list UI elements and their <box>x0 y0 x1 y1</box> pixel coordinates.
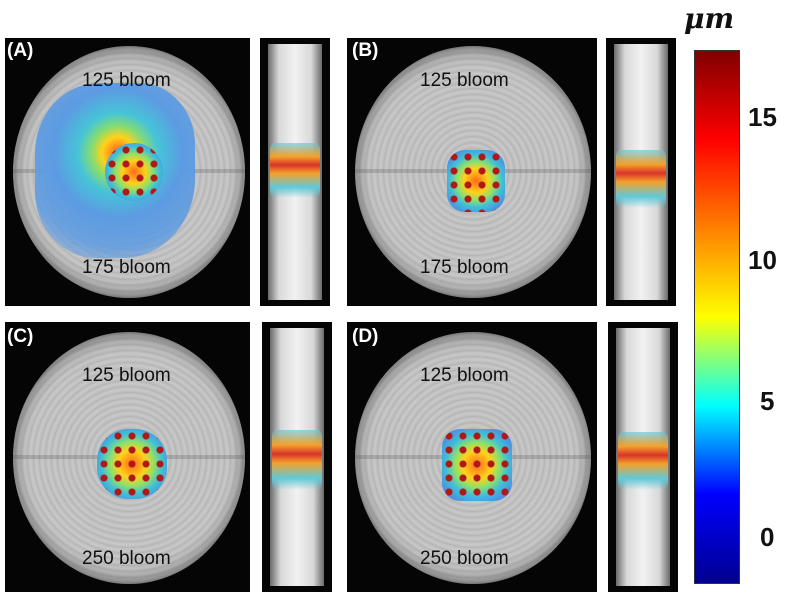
colorbar-tick-15: 15 <box>748 102 777 132</box>
side-displacement-map <box>616 150 666 208</box>
side-displacement-map <box>270 143 320 198</box>
colorbar-tick-5: 5 <box>760 386 775 416</box>
panel-d-axial <box>347 322 597 592</box>
panel-a-side-view <box>260 38 330 306</box>
panel-b-tag: (B) <box>352 40 379 61</box>
panel-c-axial <box>5 322 250 592</box>
colorbar-unit: μm <box>684 2 735 35</box>
colorbar-tick-10: 10 <box>748 245 777 275</box>
panel-b-side-view <box>606 38 676 306</box>
panel-c-top-label: 125 bloom <box>82 365 171 386</box>
side-displacement-map <box>272 430 322 490</box>
panel-c-bottom-label: 250 bloom <box>82 548 171 569</box>
panel-a-bottom-label: 175 bloom <box>82 257 171 278</box>
panel-d-side-view <box>608 322 678 592</box>
side-displacement-map <box>618 432 668 490</box>
panel-b-axial <box>347 38 597 306</box>
panel-b-bottom-label: 175 bloom <box>420 257 509 278</box>
colorbar-tick-0: 0 <box>760 522 775 552</box>
panel-a-top-label: 125 bloom <box>82 70 171 91</box>
panel-c-side-view <box>262 322 332 592</box>
panel-b-top-label: 125 bloom <box>420 70 509 91</box>
panel-a-axial <box>5 38 250 306</box>
panel-d-bottom-label: 250 bloom <box>420 548 509 569</box>
panel-c-tag: (C) <box>7 326 34 347</box>
displacement-map <box>97 429 167 499</box>
panel-a-tag: (A) <box>7 40 34 61</box>
colorbar <box>694 50 740 584</box>
displacement-map-core <box>105 143 163 201</box>
panel-d-top-label: 125 bloom <box>420 365 509 386</box>
displacement-map <box>442 429 512 501</box>
panel-d-tag: (D) <box>352 326 379 347</box>
displacement-map <box>447 150 505 212</box>
